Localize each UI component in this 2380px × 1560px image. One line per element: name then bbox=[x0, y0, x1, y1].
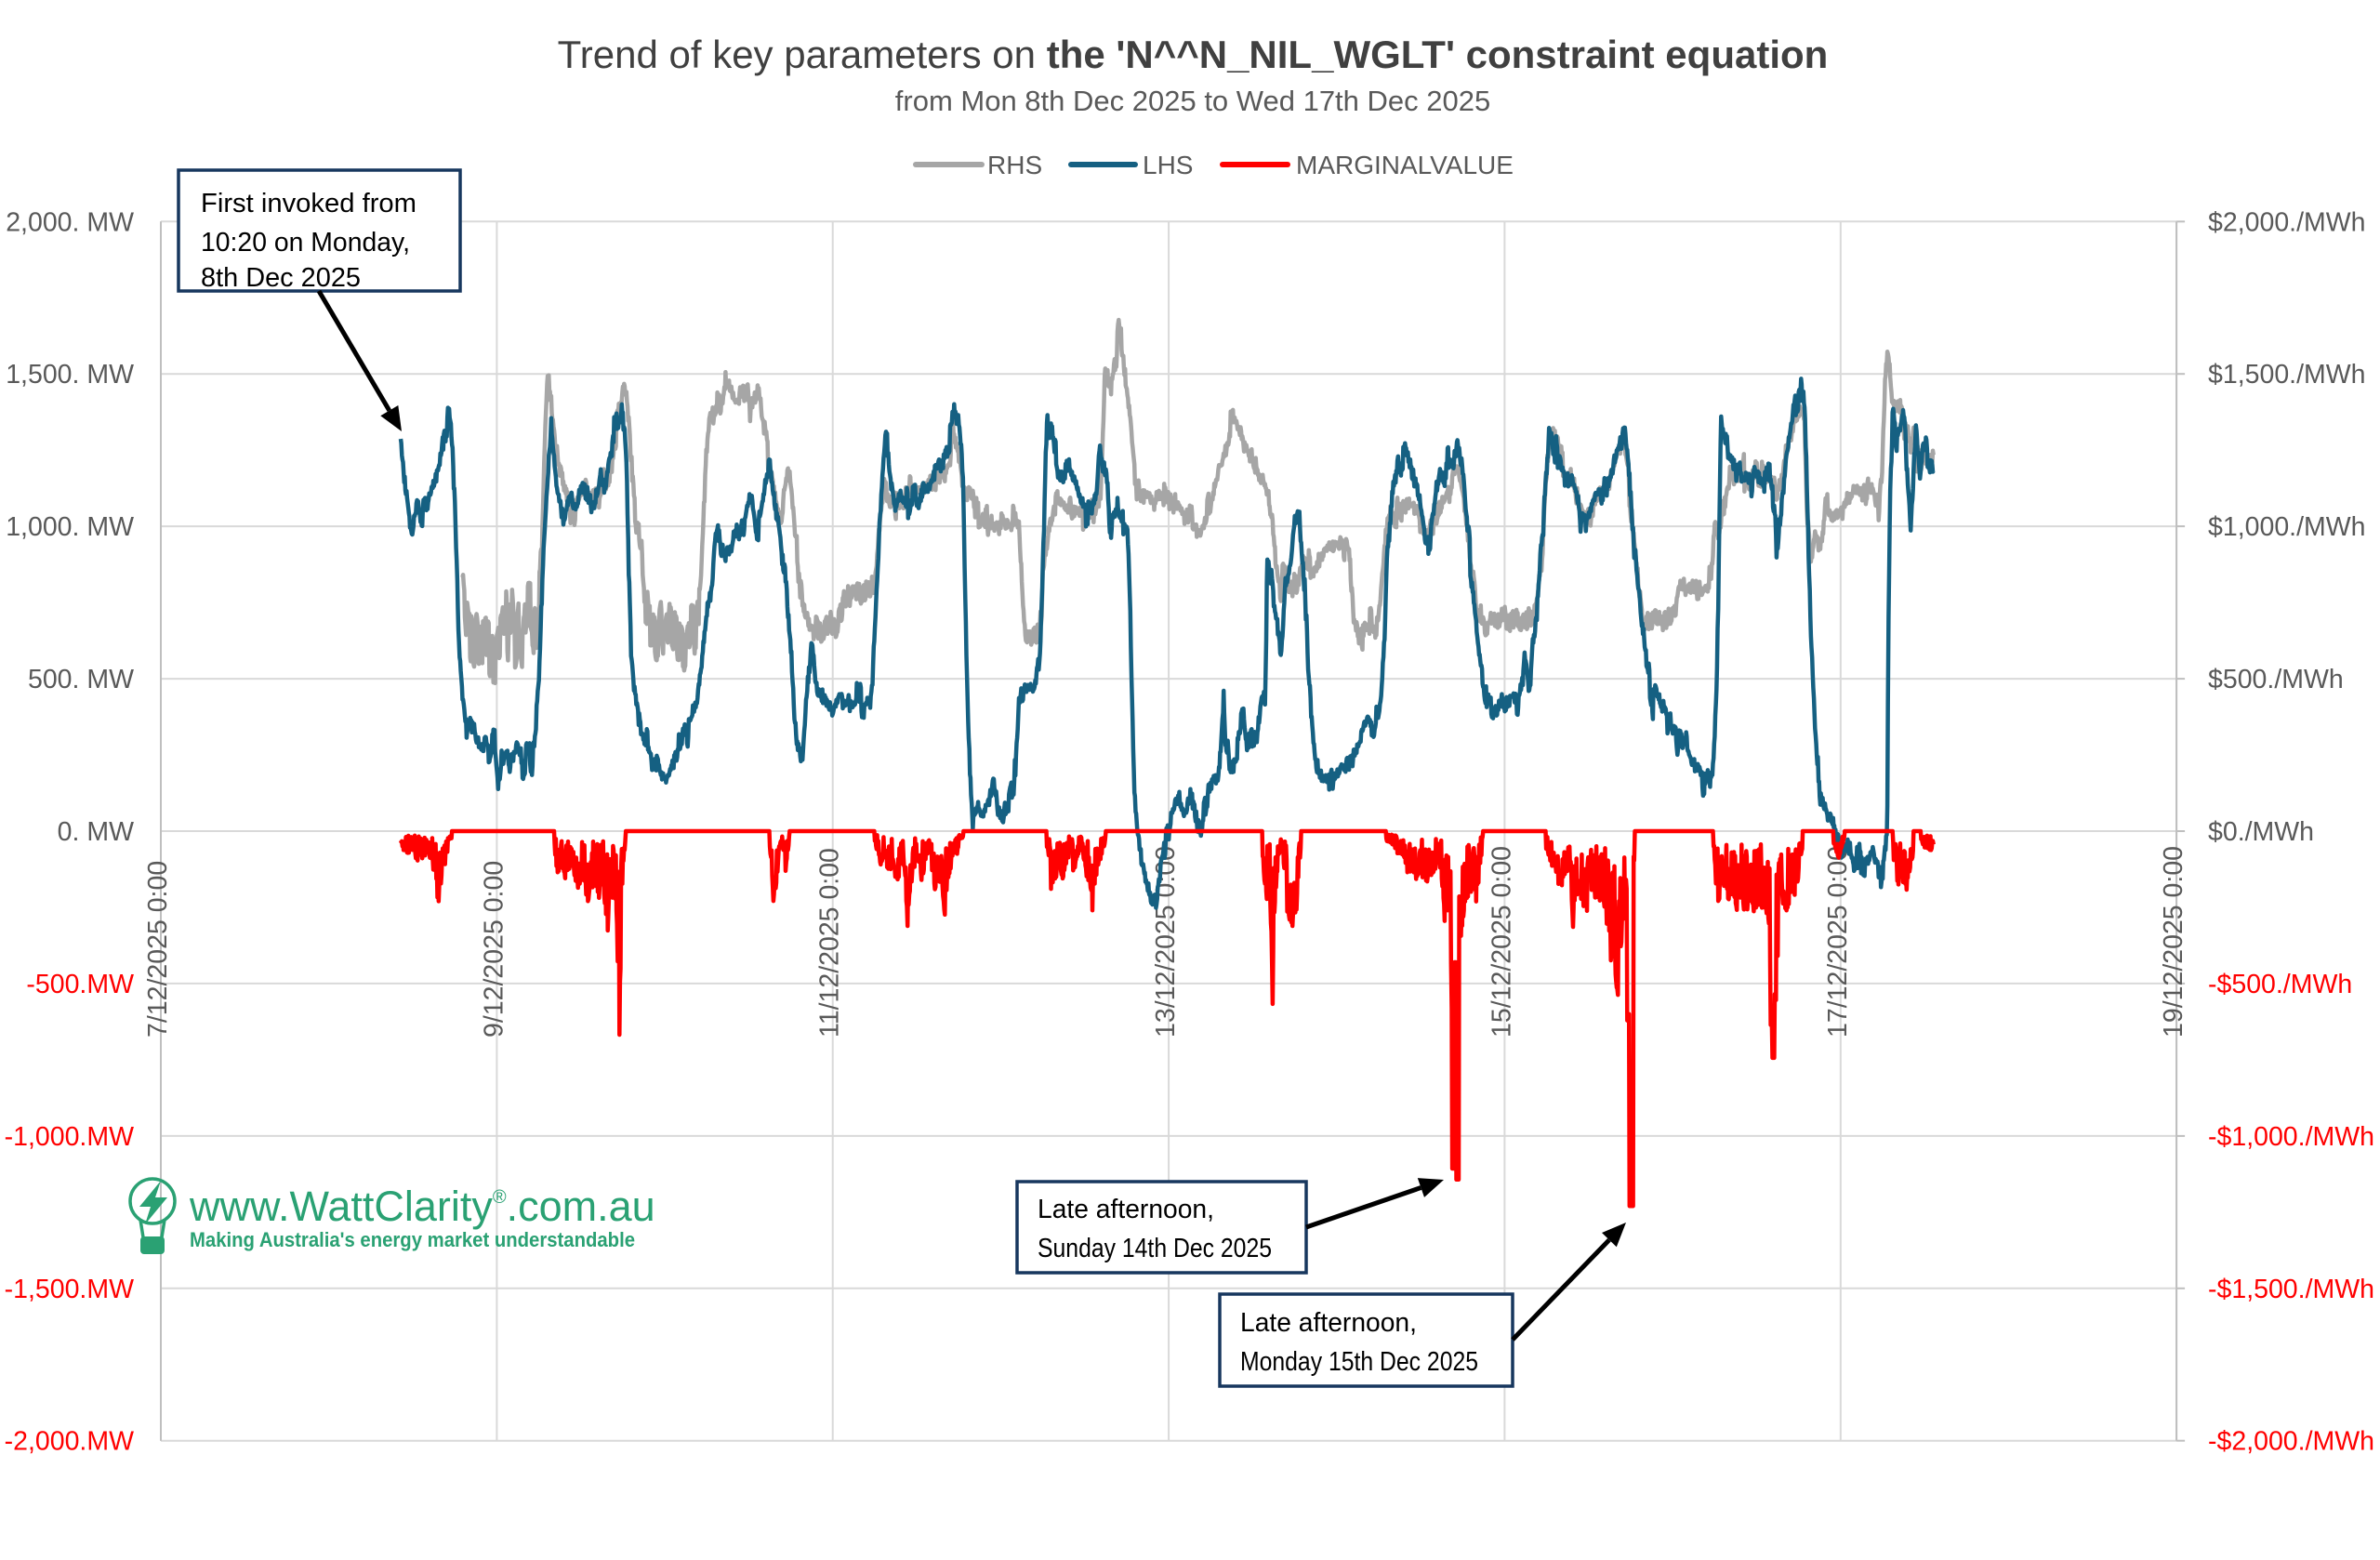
svg-text:13/12/2025 0:00: 13/12/2025 0:00 bbox=[1151, 846, 1181, 1038]
svg-text:11/12/2025 0:00: 11/12/2025 0:00 bbox=[815, 848, 845, 1038]
svg-text:19/12/2025 0:00: 19/12/2025 0:00 bbox=[2159, 846, 2188, 1038]
svg-text:$0./MWh: $0./MWh bbox=[2208, 817, 2314, 847]
svg-text:9/12/2025 0:00: 9/12/2025 0:00 bbox=[479, 861, 509, 1038]
svg-text:from Mon 8th Dec 2025 to Wed 1: from Mon 8th Dec 2025 to Wed 17th Dec 20… bbox=[895, 85, 1490, 117]
svg-text:0. MW: 0. MW bbox=[58, 817, 134, 847]
svg-text:First invoked from: First invoked from bbox=[201, 189, 416, 218]
svg-text:1,000. MW: 1,000. MW bbox=[6, 512, 134, 542]
svg-text:$500./MWh: $500./MWh bbox=[2208, 665, 2344, 694]
svg-text:-1,000.MW: -1,000.MW bbox=[5, 1122, 134, 1152]
svg-text:Trend of key parameters on the: Trend of key parameters on the 'N^^N_NIL… bbox=[558, 33, 1829, 76]
svg-text:MARGINALVALUE: MARGINALVALUE bbox=[1296, 151, 1514, 179]
svg-text:Sunday 14th Dec 2025: Sunday 14th Dec 2025 bbox=[1038, 1234, 1272, 1263]
svg-text:www.WattClarity®.com.au: www.WattClarity®.com.au bbox=[189, 1183, 655, 1230]
svg-text:-1,500.MW: -1,500.MW bbox=[5, 1275, 134, 1304]
svg-text:1,500. MW: 1,500. MW bbox=[6, 360, 134, 390]
svg-text:-$2,000./MWh: -$2,000./MWh bbox=[2208, 1427, 2374, 1457]
svg-text:-500.MW: -500.MW bbox=[26, 970, 134, 999]
svg-text:2,000. MW: 2,000. MW bbox=[6, 207, 134, 237]
svg-text:7/12/2025 0:00: 7/12/2025 0:00 bbox=[143, 861, 173, 1038]
svg-text:10:20 on Monday,: 10:20 on Monday, bbox=[201, 228, 410, 258]
svg-text:15/12/2025 0:00: 15/12/2025 0:00 bbox=[1487, 846, 1516, 1038]
svg-text:$1,500./MWh: $1,500./MWh bbox=[2208, 360, 2366, 390]
svg-text:Late afternoon,: Late afternoon, bbox=[1038, 1195, 1214, 1224]
svg-text:-2,000.MW: -2,000.MW bbox=[5, 1427, 134, 1457]
svg-text:17/12/2025 0:00: 17/12/2025 0:00 bbox=[1823, 846, 1853, 1038]
svg-text:Late afternoon,: Late afternoon, bbox=[1240, 1308, 1417, 1338]
svg-text:Monday 15th Dec 2025: Monday 15th Dec 2025 bbox=[1240, 1347, 1478, 1377]
svg-text:RHS: RHS bbox=[987, 151, 1042, 179]
svg-text:Making Australia's energy mark: Making Australia's energy market underst… bbox=[190, 1228, 635, 1251]
svg-text:-$500./MWh: -$500./MWh bbox=[2208, 970, 2352, 999]
svg-text:-$1,500./MWh: -$1,500./MWh bbox=[2208, 1275, 2374, 1304]
svg-text:500. MW: 500. MW bbox=[28, 665, 134, 694]
svg-text:$2,000./MWh: $2,000./MWh bbox=[2208, 207, 2366, 237]
svg-text:$1,000./MWh: $1,000./MWh bbox=[2208, 512, 2366, 542]
svg-text:8th Dec 2025: 8th Dec 2025 bbox=[201, 263, 361, 293]
svg-text:-$1,000./MWh: -$1,000./MWh bbox=[2208, 1122, 2374, 1152]
svg-text:LHS: LHS bbox=[1143, 151, 1193, 179]
